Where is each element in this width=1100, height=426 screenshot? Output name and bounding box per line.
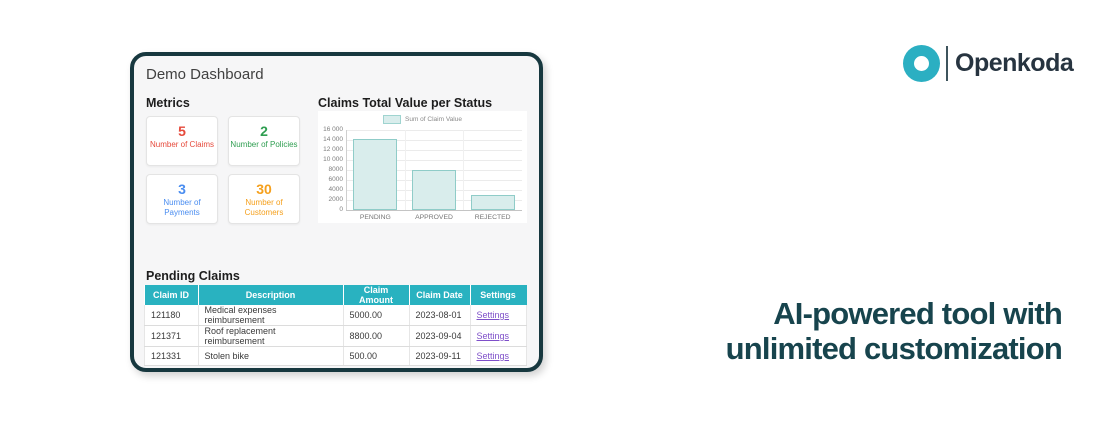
metric-value: 5	[178, 123, 186, 139]
metric-value: 30	[256, 181, 272, 197]
bar-approved	[412, 170, 456, 210]
cell-description: Medical expenses reimbursement	[197, 305, 344, 326]
y-axis-tick-label: 6000	[328, 176, 343, 183]
table-body: 121180 Medical expenses reimbursement 5000…	[144, 305, 527, 366]
column-header-description: Description	[198, 285, 344, 305]
y-axis-tick-label: 0	[339, 206, 343, 213]
openkoda-donut-icon	[903, 45, 940, 82]
column-header-claim-date: Claim Date	[409, 285, 471, 305]
x-axis-line	[346, 210, 522, 211]
logo-divider	[946, 46, 948, 81]
demo-dashboard-window: Demo Dashboard Metrics 5 Number of Claims…	[130, 52, 543, 372]
cell-claim-amount: 8800.00	[342, 325, 410, 347]
legend-label: Sum of Claim Value	[405, 116, 462, 123]
cell-claim-date: 2023-08-01	[408, 305, 471, 326]
chart-legend: Sum of Claim Value	[318, 115, 527, 124]
y-axis-tick-label: 2000	[328, 196, 343, 203]
cell-claim-amount: 5000.00	[342, 305, 410, 326]
cell-claim-id: 121180	[144, 305, 199, 326]
gridline	[346, 150, 522, 151]
metric-label: Number of Payments	[163, 198, 201, 217]
cell-description: Stolen bike	[197, 346, 344, 366]
headline-line-2: unlimited customization	[725, 331, 1063, 366]
logo-wordmark: Openkoda	[955, 49, 1074, 77]
headline-line-1: AI-powered tool with	[773, 296, 1063, 331]
legend-swatch	[383, 115, 402, 124]
metrics-heading: Metrics	[146, 96, 190, 110]
vertical-gridline	[404, 130, 406, 210]
gridline	[346, 140, 522, 141]
x-axis-tick-label: APPROVED	[415, 214, 453, 221]
cell-settings: Settings	[469, 325, 527, 347]
cell-description: Roof replacement reimbursement	[197, 325, 344, 347]
settings-link[interactable]: Settings	[476, 351, 510, 361]
metric-label: Number of Customers	[244, 198, 284, 217]
y-axis-tick-label: 12 000	[323, 146, 343, 153]
settings-link[interactable]: Settings	[476, 331, 510, 341]
table-header-row: Claim ID Description Claim Amount Claim Dat…	[144, 285, 527, 305]
cell-claim-date: 2023-09-04	[408, 325, 471, 347]
cell-settings: Settings	[469, 346, 527, 366]
y-axis-tick-label: 16 000	[323, 126, 343, 133]
metrics-grid: 5 Number of Claims 2 Number of Policies 3 Num…	[146, 116, 301, 224]
y-axis-line	[346, 130, 347, 210]
metric-value: 2	[260, 123, 268, 139]
table-row: 121371 Roof replacement reimbursement 8800…	[144, 325, 527, 347]
gridline	[346, 160, 522, 161]
cell-claim-id: 121371	[144, 325, 199, 347]
vertical-gridline	[463, 130, 465, 210]
marketing-headline: AI-powered tool with unlimited customiza…	[725, 296, 1063, 366]
column-header-claim-id: Claim ID	[144, 285, 199, 305]
metric-card-number-of-customers: 30 Number of Customers	[228, 174, 300, 224]
dashboard-title: Demo Dashboard	[146, 66, 264, 83]
x-axis-tick-label: PENDING	[359, 214, 391, 221]
y-axis-tick-label: 4000	[328, 186, 343, 193]
bar-pending	[353, 138, 398, 210]
openkoda-logo: Openkoda	[903, 45, 1074, 82]
y-axis-tick-label: 8000	[328, 166, 343, 173]
cell-claim-id: 121331	[144, 346, 199, 366]
gridline	[346, 130, 522, 131]
claims-status-bar-chart: Sum of Claim Value 0 2000 4000 6000 8000 10 0…	[318, 111, 527, 223]
bar-rejected	[470, 195, 515, 210]
y-axis-tick-label: 10 000	[323, 156, 343, 163]
x-axis-tick-label: REJECTED	[474, 214, 511, 221]
table-row: 121180 Medical expenses reimbursement 5000…	[144, 305, 527, 326]
metric-card-number-of-claims: 5 Number of Claims	[146, 116, 218, 166]
cell-claim-date: 2023-09-11	[408, 346, 471, 366]
pending-claims-heading: Pending Claims	[146, 269, 240, 283]
cell-settings: Settings	[469, 305, 527, 326]
settings-link[interactable]: Settings	[476, 310, 510, 320]
metric-card-number-of-payments: 3 Number of Payments	[146, 174, 218, 224]
table-row: 121331 Stolen bike 500.00 2023-09-11 Setting…	[144, 346, 527, 366]
metric-label: Number of Policies	[230, 140, 298, 149]
column-header-settings: Settings	[470, 285, 527, 305]
metric-label: Number of Claims	[149, 140, 214, 149]
y-axis-tick-label: 14 000	[323, 136, 343, 143]
pending-claims-table: Claim ID Description Claim Amount Claim Dat…	[144, 285, 527, 366]
cell-claim-amount: 500.00	[342, 346, 410, 366]
column-header-claim-amount: Claim Amount	[343, 285, 410, 305]
metric-value: 3	[178, 181, 186, 197]
metric-card-number-of-policies: 2 Number of Policies	[228, 116, 300, 166]
chart-title: Claims Total Value per Status	[318, 96, 493, 110]
